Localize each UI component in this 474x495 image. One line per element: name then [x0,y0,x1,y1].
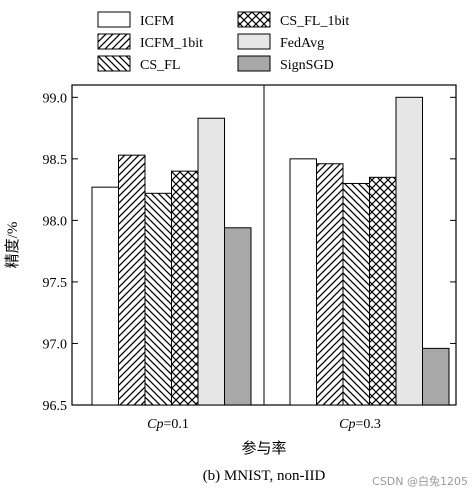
legend-swatch-signsgd [237,55,271,72]
legend-swatch-icfm [97,11,131,28]
bar-signsgd-2 [422,347,450,406]
legend-label-icfm: ICFM [140,14,175,29]
bar-icfm-1bit-2 [316,163,344,406]
legend-label-fedavg: FedAvg [280,36,324,51]
y-tick-label: 97.5 [43,276,68,291]
legend-label-cs-fl-1bit: CS_FL_1bit [280,14,349,29]
bars [91,96,450,406]
bar-signsgd-1 [224,227,252,406]
y-axis: 96.5 97.0 97.5 98.0 98.5 99.0 [43,91,456,414]
bar-cs-fl-1 [144,192,172,406]
bar-fedavg-2 [395,96,423,406]
x-tick-label: Cp=0.3 [339,417,381,432]
x-tick-label: Cp=0.1 [147,417,189,432]
legend-swatch-cs-fl [97,55,131,72]
bar-fedavg-1 [197,117,225,406]
bar-icfm-1 [91,186,119,406]
legend: ICFM ICFM_1bit CS_FL CS_FL_1bit FedAvg SignSG… [97,11,349,73]
watermark: CSDN @白兔1205 [372,475,468,488]
legend-swatch-fedavg [237,33,271,50]
bar-cs-fl-1bit-2 [369,176,397,406]
bar-cs-fl-1bit-1 [171,170,199,406]
bar-icfm-1bit-1 [118,154,146,406]
legend-swatch-cs-fl-1bit [237,11,271,28]
y-tick-label: 96.5 [43,399,68,414]
figure-caption: (b) MNIST, non-IID [203,468,326,484]
bar-cs-fl-2 [342,182,370,406]
bar-icfm-2 [289,158,317,406]
y-tick-label: 98.0 [43,214,68,229]
y-tick-label: 98.5 [43,153,68,168]
legend-label-cs-fl: CS_FL [140,58,180,73]
legend-swatch-icfm-1bit [97,33,131,50]
x-axis: Cp=0.1 Cp=0.3 [147,417,381,432]
x-axis-title: 参与率 [241,440,286,457]
y-tick-label: 99.0 [43,91,68,106]
legend-label-icfm-1bit: ICFM_1bit [140,36,203,51]
y-tick-label: 97.0 [43,337,68,352]
y-axis-title: 精度/% [4,222,21,269]
legend-label-signsgd: SignSGD [280,58,334,73]
